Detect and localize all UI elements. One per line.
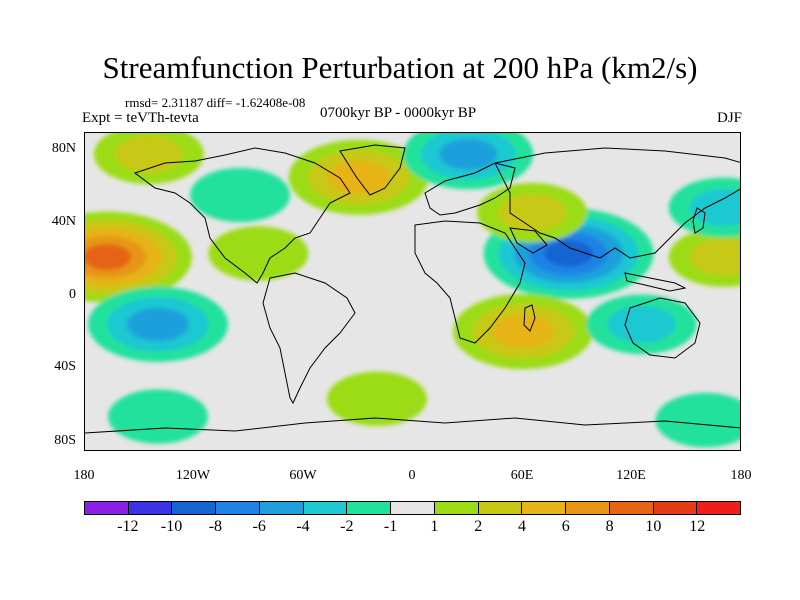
colorbar-label: -10	[160, 518, 183, 535]
colorbar-swatch	[259, 502, 304, 514]
lon-label-120w: 120W	[175, 468, 211, 483]
experiment-label: Expt = teVTh-tevta	[82, 110, 199, 126]
field-contour	[327, 160, 390, 195]
colorbar-label: -1	[383, 518, 398, 535]
field-contour	[439, 138, 498, 170]
colorbar-label: 4	[518, 518, 526, 535]
field-contour	[607, 306, 676, 343]
colorbar-label: 8	[605, 518, 614, 535]
colorbar-label: -12	[117, 518, 139, 535]
field-contour	[689, 238, 740, 276]
colorbar-swatch	[522, 502, 567, 514]
field-contour	[190, 167, 291, 223]
coastline-europe	[424, 162, 516, 216]
lat-label-40n: 40N	[51, 214, 76, 229]
coastline-antarctica	[85, 417, 740, 434]
colorbar-label: -4	[296, 518, 310, 535]
coastline-arabia	[509, 227, 548, 254]
colorbar-swatch	[566, 502, 610, 514]
map-svg	[85, 133, 740, 448]
colorbar-label: 12	[689, 518, 706, 535]
colorbar-swatch	[478, 502, 523, 514]
field-contour	[108, 389, 208, 444]
colorbar-swatch	[609, 502, 654, 514]
colorbar-swatch	[697, 502, 741, 514]
coastline-greenland	[339, 144, 406, 196]
lon-label-120e: 120E	[616, 468, 646, 483]
field-contour	[126, 307, 190, 342]
field-contour	[655, 392, 740, 448]
field-contour	[115, 135, 183, 173]
colorbar-swatch	[653, 502, 698, 514]
lon-label-60e: 60E	[510, 468, 534, 483]
colorbar-swatch	[303, 502, 348, 514]
colorbar-swatch	[128, 502, 173, 514]
coastline-indonesia	[624, 272, 687, 292]
field-contour	[327, 371, 427, 427]
coastline-asia	[494, 147, 740, 259]
field-layer	[85, 133, 740, 448]
period-label: 0700kyr BP - 0000kyr BP	[320, 105, 477, 121]
lat-label-80n: 80N	[51, 141, 76, 156]
colorbar-swatch	[216, 502, 260, 514]
colorbar-swatch	[172, 502, 217, 514]
lon-label-60w: 60W	[289, 468, 317, 483]
colorbar-swatch	[347, 502, 392, 514]
lon-label-0: 0	[408, 468, 416, 483]
map-title: Streamfunction Perturbation at 200 hPa (…	[102, 50, 698, 85]
colorbar-label: -8	[208, 518, 223, 535]
field-contour	[85, 244, 132, 271]
field-contour	[208, 226, 309, 281]
map-panel	[84, 132, 741, 451]
coastline-layer	[85, 144, 740, 434]
colorbar-label: -6	[252, 518, 266, 535]
field-contour	[544, 240, 593, 267]
colorbar-label: 10	[645, 518, 662, 535]
colorbar-label: 6	[561, 518, 570, 535]
coastline-africa	[414, 220, 526, 344]
field-contour	[689, 189, 740, 226]
colorbar-swatch	[434, 502, 479, 514]
lat-label-eq: 0	[69, 287, 76, 302]
colorbar-swatch	[85, 502, 129, 514]
coastline-australia	[624, 297, 701, 359]
colorbar-swatch	[391, 502, 435, 514]
colorbar	[84, 501, 741, 515]
colorbar-label: -2	[340, 518, 354, 535]
lon-label-180e: 180	[730, 468, 752, 483]
field-contour	[491, 314, 555, 349]
field-contour	[498, 194, 566, 232]
lat-label-40s: 40S	[54, 359, 76, 374]
stats-text: rmsd= 2.31187 diff= -1.62408e-08	[125, 95, 306, 110]
colorbar-label: 2	[474, 518, 483, 535]
season-label: DJF	[716, 110, 742, 126]
coastline-south-america	[262, 272, 356, 405]
lon-label-180w: 180	[73, 468, 95, 483]
coastline-japan	[692, 207, 706, 234]
lat-label-80s: 80S	[54, 433, 76, 448]
coastline-madagascar	[523, 304, 536, 332]
coastline-north-america	[133, 147, 351, 284]
colorbar-label: 1	[430, 518, 439, 535]
